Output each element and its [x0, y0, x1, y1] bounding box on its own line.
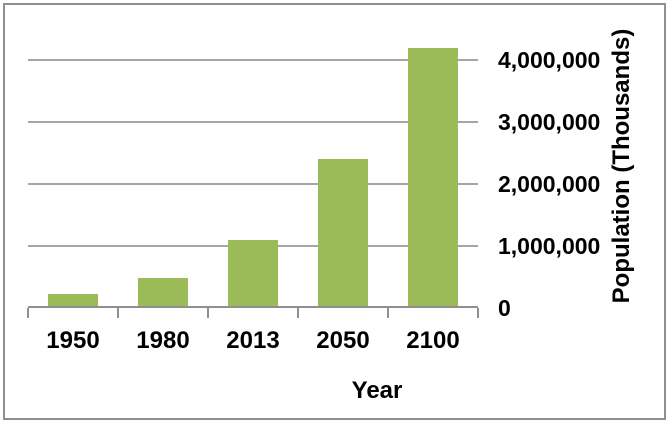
- gridline: [28, 58, 478, 61]
- bar: [48, 293, 98, 308]
- bar: [228, 239, 278, 308]
- x-tick-label: 1950: [46, 327, 100, 354]
- y-axis-title: Population (Thousands): [608, 28, 635, 304]
- gridline: [28, 182, 478, 185]
- x-axis-tick: [117, 308, 119, 318]
- bar: [408, 47, 458, 308]
- x-axis-tick: [27, 308, 29, 318]
- y-tick-label: 0: [498, 295, 511, 321]
- x-axis-tick: [297, 308, 299, 318]
- bar: [318, 159, 368, 308]
- x-tick-label: 2050: [316, 327, 370, 354]
- x-axis-tick: [477, 308, 479, 318]
- y-tick-label: 1,000,000: [498, 232, 601, 259]
- x-tick-label: 1980: [136, 327, 190, 354]
- bar: [138, 278, 188, 308]
- x-axis-title: Year: [351, 377, 403, 404]
- x-tick-label: 2100: [406, 327, 460, 354]
- x-axis-tick: [387, 308, 389, 318]
- y-tick-label: 3,000,000: [498, 108, 601, 135]
- y-tick-label: 4,000,000: [498, 46, 601, 73]
- x-axis-line: [28, 306, 478, 308]
- x-axis-tick: [207, 308, 209, 318]
- x-tick-label: 2013: [226, 327, 280, 354]
- gridline: [28, 120, 478, 123]
- y-tick-label: 2,000,000: [498, 170, 601, 197]
- plot-area: [28, 20, 478, 308]
